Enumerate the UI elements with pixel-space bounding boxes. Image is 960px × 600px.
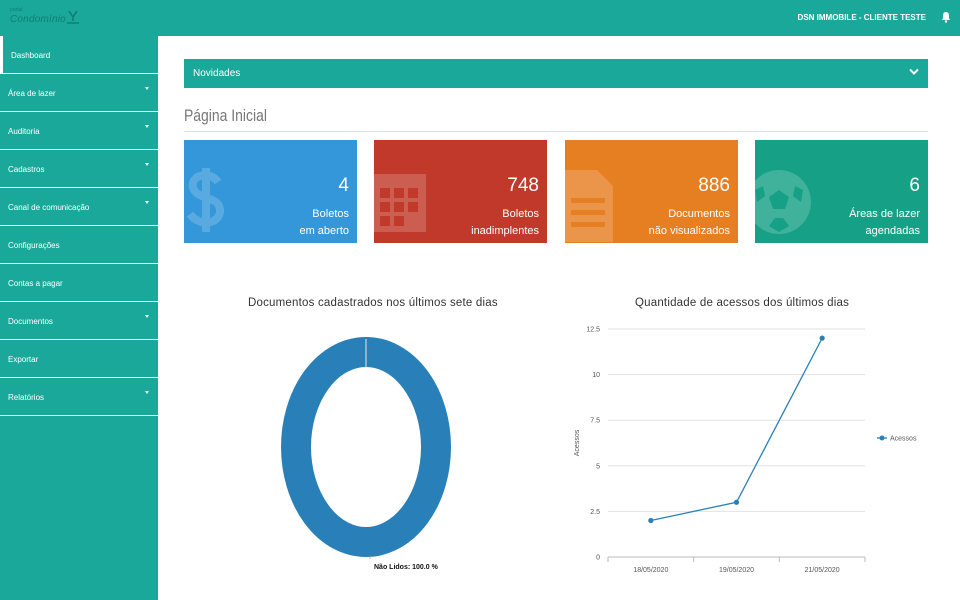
sidebar-item-label: Dashboard (11, 51, 51, 60)
stat-card-label-line1: Boletos (312, 208, 349, 220)
stat-card-0[interactable]: 4 Boletos em aberto (184, 140, 357, 243)
donut-slice-nao-lidos[interactable] (281, 337, 451, 557)
x-tick-label: 19/05/2020 (719, 567, 754, 574)
sidebar-item-5[interactable]: Configurações (0, 226, 158, 264)
caret-down-icon (145, 315, 149, 318)
data-point[interactable] (648, 517, 654, 524)
calendar-icon (374, 160, 426, 243)
sidebar-item-label: Área de lazer (8, 89, 56, 98)
sidebar: Dashboard Área de lazer Auditoria Cadastros… (0, 36, 158, 600)
document-icon (565, 160, 617, 243)
user-name[interactable]: DSN IMMOBILE - CLIENTE TESTE (797, 13, 926, 22)
y-tick-label: 12.5 (586, 327, 600, 334)
dollar-icon (184, 160, 236, 243)
caret-down-icon (145, 163, 149, 166)
logo-text: Condomínio (10, 14, 66, 25)
top-bar: portal Condomínio DSN IMMOBILE - CLIENTE… (0, 0, 960, 36)
stat-card-label-line2: agendadas (865, 225, 920, 237)
stat-card-label-line1: Documentos (668, 208, 730, 220)
y-tick-label: 10 (592, 372, 600, 379)
legend-label: Acessos (890, 436, 917, 443)
stat-card-label: Boletos inadimplentes (471, 206, 539, 240)
sidebar-item-label: Cadastros (8, 165, 45, 174)
caret-down-icon (145, 87, 149, 90)
y-tick-label: 0 (596, 555, 600, 562)
line-chart: 0 2.5 5 7.5 10 12.5 18/05/2020 19/05/2020 21/05/… (574, 327, 917, 575)
series-line-acessos (650, 337, 823, 522)
stat-card-label-line2: não visualizados (648, 225, 730, 237)
y-tick-label: 7.5 (590, 418, 600, 425)
stat-card-value: 748 (507, 175, 539, 196)
donut-chart-title: Documentos cadastrados nos últimos sete … (248, 297, 498, 309)
stat-card-value: 886 (698, 175, 730, 196)
sidebar-item-label: Configurações (8, 241, 60, 250)
sidebar-item-4[interactable]: Canal de comunicação (0, 188, 158, 226)
donut-slice-label: Não Lidos: 100.0 % (374, 564, 438, 571)
novidades-label: Novidades (193, 68, 241, 79)
sidebar-item-label: Exportar (8, 355, 39, 364)
sidebar-item-label: Canal de comunicação (8, 203, 90, 212)
y-axis-label: Acessos (574, 429, 581, 456)
logo[interactable]: portal Condomínio (8, 7, 88, 30)
data-point[interactable] (819, 335, 825, 341)
caret-down-icon (145, 391, 149, 394)
stat-card-label: Boletos em aberto (299, 206, 349, 240)
chevron-down-icon[interactable] (909, 68, 919, 76)
stat-card-2[interactable]: 886 Documentos não visualizados (565, 140, 738, 243)
sidebar-item-0[interactable]: Dashboard (0, 36, 158, 74)
y-tick-label: 2.5 (590, 509, 600, 516)
sidebar-item-label: Relatórios (8, 393, 45, 402)
stat-card-3[interactable]: 6 Áreas de lazer agendadas (755, 140, 928, 243)
donut-chart (281, 337, 451, 559)
caret-down-icon (145, 201, 149, 204)
stat-card-label: Áreas de lazer agendadas (849, 206, 920, 240)
novidades-bar[interactable]: Novidades (184, 59, 928, 88)
sidebar-item-1[interactable]: Área de lazer (0, 74, 158, 112)
stat-card-label-line1: Áreas de lazer (849, 208, 920, 220)
legend-marker (879, 435, 885, 441)
logo-small-text: portal (10, 7, 23, 13)
stat-card-1[interactable]: 748 Boletos inadimplentes (374, 140, 547, 243)
sidebar-item-9[interactable]: Relatórios (0, 378, 158, 416)
y-tick-label: 5 (596, 463, 600, 470)
sidebar-item-2[interactable]: Auditoria (0, 112, 158, 150)
line-chart-title: Quantidade de acessos dos últimos dias (635, 297, 850, 309)
sidebar-item-label: Contas a pagar (8, 279, 63, 288)
sidebar-item-6[interactable]: Contas a pagar (0, 264, 158, 302)
stat-card-value: 4 (338, 175, 349, 196)
page-title: Página Inicial (184, 106, 267, 125)
bell-icon[interactable] (940, 11, 952, 23)
caret-down-icon (145, 125, 149, 128)
logo-mark-icon (67, 10, 79, 24)
sidebar-item-7[interactable]: Documentos (0, 302, 158, 340)
data-point[interactable] (733, 499, 740, 505)
sidebar-item-label: Auditoria (8, 127, 40, 136)
stat-card-label-line2: em aberto (299, 225, 349, 237)
stat-card-label-line2: inadimplentes (471, 225, 539, 237)
soccer-ball-icon (755, 160, 817, 243)
stat-card-label: Documentos não visualizados (649, 206, 730, 240)
stat-card-value: 6 (909, 175, 920, 196)
sidebar-item-3[interactable]: Cadastros (0, 150, 158, 188)
sidebar-item-8[interactable]: Exportar (0, 340, 158, 378)
title-divider (184, 131, 928, 132)
x-tick-label: 18/05/2020 (633, 567, 668, 574)
sidebar-item-label: Documentos (8, 317, 53, 326)
stat-card-label-line1: Boletos (502, 208, 539, 220)
x-tick-label: 21/05/2020 (805, 567, 840, 574)
